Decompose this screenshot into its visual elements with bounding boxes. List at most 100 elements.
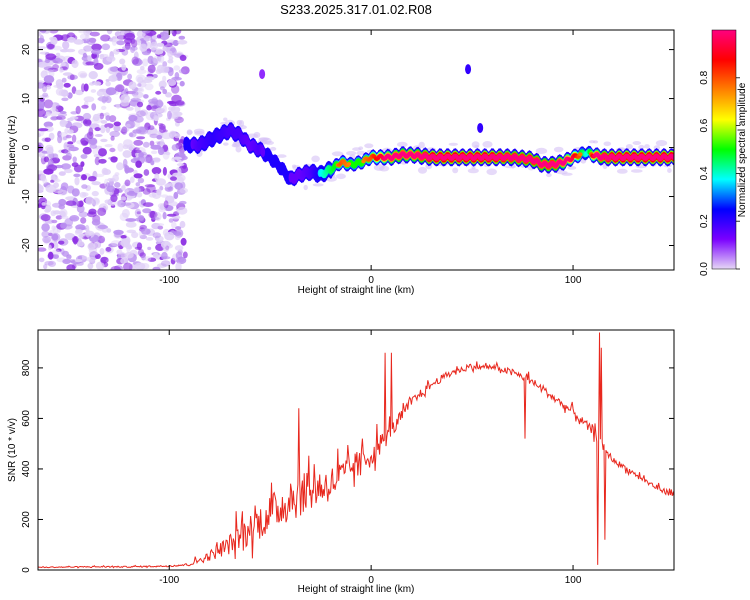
noise-blob (167, 50, 173, 57)
spectrogram-x-ticks: -100 0 100 (159, 30, 582, 286)
y-tick-label: -20 (21, 238, 32, 253)
noise-blob (136, 136, 146, 140)
haze-blob (592, 140, 599, 144)
colorbar-tick-label: 0.2 (699, 214, 710, 228)
noise-blob (52, 103, 57, 112)
spectrogram-frame (37, 29, 675, 271)
noise-blob (38, 31, 42, 37)
noise-blob (155, 90, 162, 95)
noise-blob (133, 94, 139, 99)
noise-blob (165, 92, 172, 98)
noise-blob (113, 48, 120, 55)
noise-blob (156, 99, 164, 109)
noise-blob (61, 149, 69, 154)
signal-mark (260, 146, 266, 158)
noise-blob (81, 83, 86, 92)
noise-blob (50, 210, 57, 217)
haze-blob (311, 155, 320, 163)
noise-blob (81, 104, 89, 109)
noise-blob (138, 152, 145, 158)
noise-blob (52, 254, 59, 259)
noise-blob (78, 255, 83, 260)
noise-blob (91, 43, 102, 51)
noise-blob (125, 106, 134, 111)
haze-blob (220, 121, 228, 125)
noise-blob (88, 137, 98, 145)
noise-blob (157, 147, 165, 156)
noise-blob (108, 37, 119, 43)
noise-blob (42, 92, 49, 98)
noise-blob (179, 80, 185, 87)
colorbar-label: Normalized spectral amplitude (737, 82, 748, 217)
noise-blob (51, 116, 63, 120)
noise-blob (94, 127, 101, 132)
noise-blob (97, 95, 109, 102)
noise-blob (41, 230, 50, 238)
noise-blob (127, 73, 132, 80)
noise-blob (179, 54, 187, 62)
noise-blob (141, 30, 151, 34)
noise-blob (116, 162, 124, 171)
noise-blob (59, 210, 66, 217)
noise-blob (65, 152, 72, 159)
noise-blob (47, 251, 54, 260)
noise-blob (51, 225, 56, 231)
noise-blob (75, 89, 84, 96)
noise-blob (69, 116, 79, 120)
noise-blob (64, 91, 69, 97)
noise-blob (119, 58, 126, 65)
noise-blob (167, 79, 177, 86)
noise-blob (135, 126, 147, 135)
noise-blob (137, 76, 144, 84)
noise-blob (144, 184, 155, 188)
noise-blob (79, 191, 87, 198)
noise-blob (153, 223, 165, 227)
haze-blob (186, 130, 193, 135)
haze-blob (335, 173, 346, 180)
noise-blob (87, 262, 94, 270)
noise-blob (40, 214, 51, 222)
signal-mark (578, 152, 583, 156)
noise-blob (89, 31, 100, 37)
noise-blob (74, 176, 80, 186)
haze-blob (312, 183, 324, 187)
noise-blob (67, 141, 74, 145)
colorbar-tick-label: 0.8 (699, 70, 710, 84)
noise-blob (176, 163, 185, 167)
noise-blob (78, 211, 88, 218)
noise-blob (125, 242, 132, 250)
spectrogram-y-label: Frequency (Hz) (7, 116, 18, 185)
noise-blob (106, 185, 116, 193)
spectrogram-x-label: Height of straight line (km) (298, 285, 415, 296)
noise-blob (83, 30, 92, 36)
noise-blob (43, 99, 54, 109)
noise-blob (158, 54, 165, 63)
noise-blob (150, 160, 155, 166)
noise-blob (61, 163, 71, 170)
noise-blob (158, 206, 166, 213)
noise-blob (50, 179, 55, 183)
noise-blob (113, 125, 121, 132)
noise-blob (104, 178, 109, 188)
noise-blob (133, 169, 138, 175)
noise-blob (120, 235, 127, 239)
noise-blob (135, 160, 142, 168)
noise-blob (43, 168, 54, 175)
noise-blob (141, 228, 151, 235)
noise-blob (38, 101, 46, 108)
noise-blob (88, 208, 97, 215)
haze-blob (223, 142, 229, 146)
noise-blob (169, 201, 178, 207)
noise-blob (130, 46, 136, 53)
x-tick-label: 100 (565, 575, 582, 586)
noise-blob (174, 245, 184, 251)
haze-blob (546, 173, 552, 178)
noise-blob (139, 43, 148, 52)
noise-blob (130, 97, 142, 103)
haze-blob (193, 128, 205, 134)
noise-blob (46, 146, 54, 155)
noise-blob (171, 144, 179, 151)
colorbar-tick-label: 0.0 (699, 262, 710, 276)
noise-blob (142, 208, 152, 214)
